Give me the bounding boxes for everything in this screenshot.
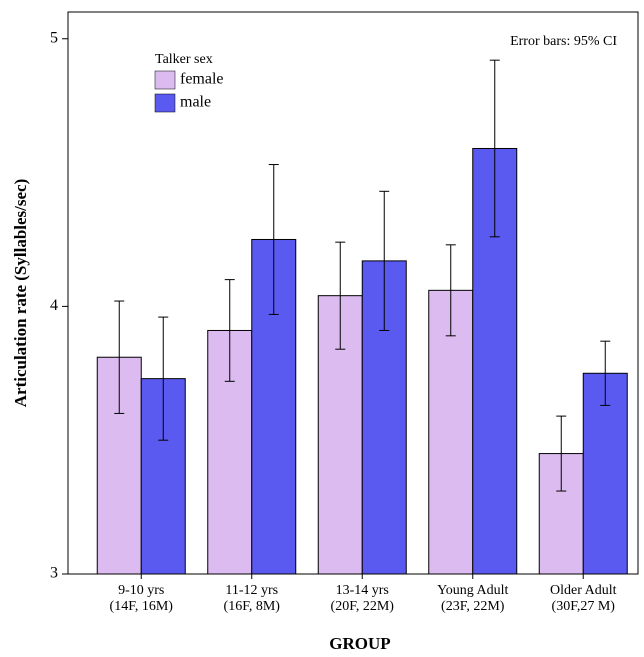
x-tick-note: (30F,27 M) [552, 599, 616, 614]
x-tick-label: 13-14 yrs [336, 583, 389, 598]
x-tick-label: 9-10 yrs [118, 583, 164, 598]
x-tick-label: Young Adult [437, 583, 508, 598]
legend-swatch [154, 93, 176, 113]
x-tick-note: (16F, 8M) [224, 599, 281, 614]
y-tick-label: 4 [50, 297, 58, 314]
x-tick-note: (14F, 16M) [110, 599, 174, 614]
bar [582, 372, 628, 575]
x-tick-note: (20F, 22M) [331, 599, 395, 614]
x-tick-note: (23F, 22M) [441, 599, 505, 614]
legend-title: Talker sex [155, 52, 213, 67]
y-tick-label: 3 [50, 565, 58, 582]
x-axis-title: GROUP [329, 634, 390, 653]
y-tick-label: 5 [50, 29, 58, 46]
x-tick-label: 11-12 yrs [225, 583, 278, 598]
y-axis-title: Articulation rate (Syllables/sec) [11, 179, 30, 408]
legend-swatch [154, 70, 176, 90]
legend-label: male [180, 94, 211, 111]
legend-label: female [180, 71, 224, 88]
annotation: Error bars: 95% CI [510, 34, 617, 49]
x-tick-label: Older Adult [550, 583, 617, 598]
